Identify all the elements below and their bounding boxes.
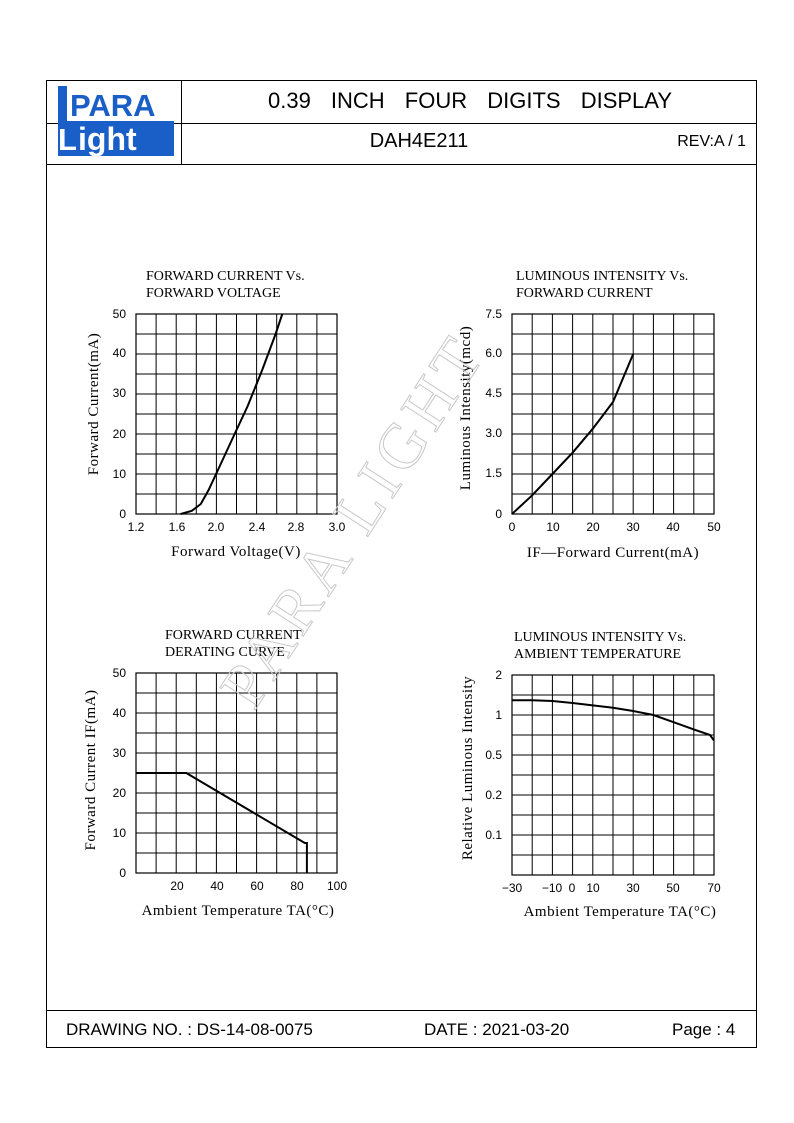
x-tick-label: 1.2 [128,520,145,534]
x-tick-label: 2.0 [208,520,225,534]
y-tick-label: 0 [495,507,502,521]
y-tick-label: 2 [495,668,502,682]
x-tick-label: 30 [626,520,640,534]
document-frame [46,80,757,1048]
series-line [512,699,715,742]
x-tick-label: 40 [666,520,680,534]
logo-bottom-text: ight [78,121,137,156]
y-tick-label: 3.0 [485,426,502,440]
x-tick-label: 1.6 [169,520,186,534]
x-tick-label: 70 [707,881,721,895]
y-tick-label: 30 [113,746,127,760]
y-tick-label: 40 [113,706,127,720]
x-tick-label: 20 [586,520,600,534]
y-tick-label: 50 [113,307,127,321]
x-tick-label: 3.0 [329,520,346,534]
footer-rule [46,1010,757,1011]
y-tick-label: 1.5 [485,466,502,480]
y-tick-label: 50 [113,666,127,680]
y-tick-label: 20 [113,786,127,800]
model-number: DAH4E211 [369,130,469,152]
y-tick-label: 0.1 [485,828,502,842]
y-axis-label: Relative Luminous Intensity [460,676,476,860]
chart-title: FORWARD CURRENT [165,628,302,643]
y-tick-label: 40 [113,346,127,360]
drawing-number: DRAWING NO. : DS-14-08-0075 [66,1020,313,1039]
y-axis-label: Forward Current(mA) [86,333,102,475]
x-tick-label: 50 [666,881,680,895]
x-tick-label: 50 [707,520,721,534]
series-line [136,772,308,873]
x-axis-label: Forward Voltage(V) [171,544,301,560]
x-tick-label: 100 [327,879,347,893]
y-tick-label: 10 [113,467,127,481]
revision-label: REV:A / 1 [677,133,746,150]
x-tick-label: 10 [546,520,560,534]
y-tick-label: 30 [113,386,127,400]
chart-1: FORWARD CURRENT Vs. FORWARD VOLTAGE 1.2 1.6… [86,269,346,560]
header-divider [46,123,757,124]
y-axis-label: Luminous Intensity(mcd) [458,326,474,490]
y-tick-label: 0 [119,507,126,521]
paralight-logo: PARA L ight [58,86,174,156]
y-tick-label: 0 [119,866,126,880]
header-bottom-rule [46,164,757,165]
x-axis-label: Ambient Temperature TA(°C) [524,904,717,920]
x-tick-label: 0 [509,520,516,534]
y-tick-label: 10 [113,826,127,840]
y-tick-label: 6.0 [485,346,502,360]
chart-title: FORWARD VOLTAGE [146,286,281,301]
x-tick-label: 2.8 [288,520,305,534]
x-axis-label: IF—Forward Current(mA) [527,545,699,561]
x-axis-label: Ambient Temperature TA(°C) [142,903,335,919]
x-tick-label: 40 [210,879,224,893]
logo-l-letter: L [58,122,77,156]
x-tick-label: 10 [586,881,600,895]
x-tick-label: 0 [569,881,576,895]
chart-title: AMBIENT TEMPERATURE [514,647,681,662]
chart-title: LUMINOUS INTENSITY Vs. [514,630,686,645]
x-tick-label: 30 [626,881,640,895]
chart-title: DERATING CURVE [165,645,285,660]
page-number: Page : 4 [672,1020,736,1039]
y-axis-label: Forward Current IF(mA) [83,690,99,851]
chart-title: LUMINOUS INTENSITY Vs. [516,269,688,284]
series-line [511,353,635,515]
x-tick-label: 2.4 [249,520,266,534]
x-tick-label: 20 [170,879,184,893]
x-tick-label: 60 [250,879,264,893]
chart-title: FORWARD CURRENT [516,286,653,301]
logo-top-text: PARA [70,88,156,123]
x-tick-label: −30 [502,881,523,895]
y-tick-label: 0.2 [485,788,502,802]
y-tick-label: 4.5 [485,386,502,400]
logo-divider [181,80,182,164]
y-tick-label: 1 [495,708,502,722]
y-tick-label: 0.5 [485,748,502,762]
chart-4: LUMINOUS INTENSITY Vs. AMBIENT TEMPERATUR… [460,630,721,920]
series-line [180,313,284,515]
x-tick-label: −10 [542,881,563,895]
chart-2: LUMINOUS INTENSITY Vs. FORWARD CURRENT 0 10… [458,269,721,561]
y-tick-label: 20 [113,427,127,441]
y-tick-label: 7.5 [485,307,502,321]
chart-title: FORWARD CURRENT Vs. [146,269,305,284]
document-date: DATE : 2021-03-20 [424,1020,570,1039]
document-title: 0.39 INCH FOUR DIGITS DISPLAY [267,88,672,113]
x-tick-label: 80 [290,879,304,893]
